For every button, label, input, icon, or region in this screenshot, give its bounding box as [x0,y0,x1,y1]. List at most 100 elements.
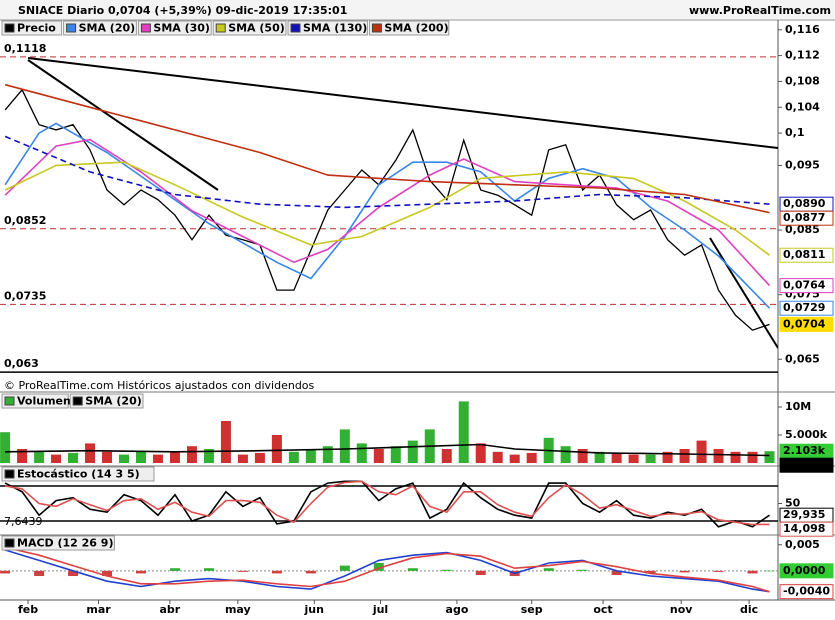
bar [203,568,214,571]
header-title: SNIACE Diario 0,0704 (+5,39%) 09-dic-201… [18,4,347,17]
bar [0,570,11,574]
value-box [779,521,834,537]
series-line [4,122,771,309]
panel-plot [0,480,778,528]
value-box-label: 0,0890 [783,197,826,210]
y-tick-label: 0,116 [785,23,820,36]
legend-label: Precio [17,22,56,35]
series-line [5,443,770,457]
legend-item-bg [1,393,69,409]
level-label: 0,063 [4,357,39,370]
bar [560,446,571,463]
x-tick-label: may [225,603,251,616]
legend-label: MACD (12 26 9) [17,537,113,550]
legend-item-bg [368,20,450,36]
legend-label: Volumen [17,395,71,408]
series-line [4,135,770,209]
series-line [4,546,770,593]
bar [51,454,62,463]
value-box [779,247,834,263]
series-line [4,88,770,331]
legend-label: SMA (20) [79,22,136,35]
header-site: www.ProRealTime.com [689,4,831,17]
series-line [4,480,770,528]
x-tick-label: sep [521,603,543,616]
value-box [779,300,834,316]
bar [271,435,282,463]
x-tick-label: nov [670,603,693,616]
series-line [4,549,770,593]
bar [679,449,690,463]
bar [135,570,146,574]
bar [169,451,180,463]
bar [34,451,45,463]
value-box [779,316,834,332]
bar [102,570,113,577]
bar [237,570,248,572]
legend-item-bg [63,20,137,36]
legend-item-bg [137,20,212,36]
bar [764,570,775,572]
bar [526,452,537,463]
value-box [779,584,834,600]
panel-plot [0,401,775,463]
value-box-label: 0,0877 [783,211,825,224]
series-line [4,480,770,526]
bar [509,454,520,463]
bar [237,454,248,463]
bar [169,568,180,571]
panel-plot [0,546,778,593]
legend-item-bg [212,20,287,36]
x-tick-label: oct [593,603,612,616]
series-line [4,161,770,256]
y-tick-label: 50 [785,496,801,509]
bar [475,570,486,575]
legend-label: SMA (200) [384,22,448,35]
legend-swatch [4,396,15,406]
y-tick-label: 0,108 [785,74,820,87]
value-box-label: 0,0000 [783,564,826,577]
y-tick-label: 0,095 [785,158,820,171]
value-box-label: 1.334k [783,458,826,471]
legend-label: SMA (130) [303,22,367,35]
value-box-label: 0,0811 [783,248,825,261]
trendline [27,59,219,191]
bar [322,446,333,463]
x-tick-label: jun [304,603,324,616]
bar [220,421,231,463]
x-tick-label: dic [740,603,758,616]
bar [441,569,452,571]
y-tick-label: 0,112 [785,49,820,62]
value-box [779,457,834,473]
x-tick-label: abr [160,603,181,616]
bar [764,451,775,463]
bar [339,565,350,571]
bar [645,570,656,574]
bar [390,446,401,463]
bar [135,450,146,463]
value-box-label: 14,098 [783,522,825,535]
bar [254,452,265,463]
y-tick-label: 0,005 [785,538,820,551]
bar [0,432,11,463]
bar [628,454,639,463]
legend-swatch [290,23,301,33]
panel-plot [0,56,778,373]
y-tick-label: 10M [785,400,811,413]
bar [288,451,299,463]
legend-item-bg [1,20,63,36]
legend-swatch [72,396,83,406]
y-tick-label: 0,065 [785,352,820,365]
bar [611,570,622,575]
value-box-label: 2.103k [783,444,826,457]
bar [152,454,163,463]
panel-note: © ProRealTime.com Históricos ajustados c… [4,379,315,392]
bar [339,429,350,463]
bar [611,452,622,463]
bar [492,451,503,463]
bar [577,569,588,571]
annotation: 7,6439 [4,515,43,528]
bar [102,451,113,463]
bar [679,570,690,573]
